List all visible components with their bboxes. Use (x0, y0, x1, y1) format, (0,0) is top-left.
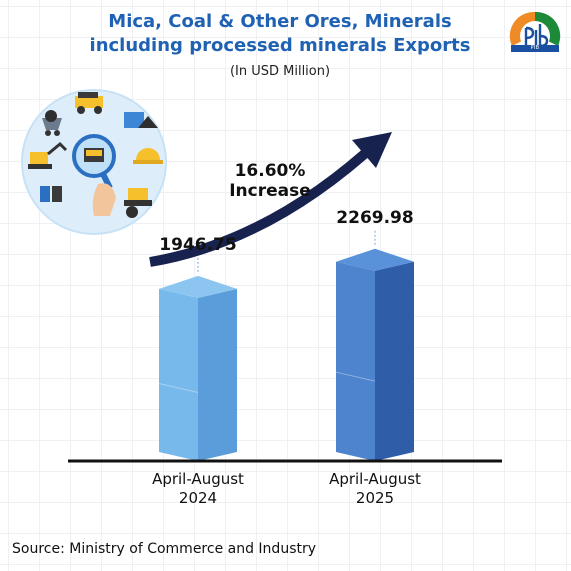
source-note: Source: Ministry of Commerce and Industr… (12, 541, 317, 557)
logo-text: PIB (511, 45, 559, 52)
increase-percent: 16.60% (235, 161, 306, 181)
bar-1-value-label: 2269.98 (336, 208, 413, 228)
pib-logo (506, 6, 564, 64)
title-line-1: Mica, Coal & Other Ores, Minerals (108, 11, 452, 32)
bar-0-value-label: 1946.75 (159, 235, 236, 255)
category-label-2024-line2: 2024 (179, 489, 217, 507)
bar-0-side-face (198, 288, 237, 461)
bars-group: 1946.75 2269.98 (158, 208, 414, 461)
bar-1-top-face (336, 248, 414, 271)
page-subtitle: (In USD Million) (229, 64, 331, 79)
growth-arrowhead (352, 132, 392, 168)
bar-1-side-face (375, 261, 414, 461)
bar-1-band (335, 371, 376, 382)
page-title: Mica, Coal & Other Ores, Minerals includ… (60, 10, 500, 58)
bar-1-front-face (336, 261, 375, 461)
bar-0-top-face (159, 275, 237, 298)
category-label-2025-line2: 2025 (356, 489, 394, 507)
title-line-2: including processed minerals Exports (89, 35, 471, 56)
bar-0-band (158, 382, 199, 393)
category-label-2024-line1: April-August (152, 470, 244, 488)
bar-0-front-face (159, 288, 198, 461)
increase-label: Increase (229, 181, 311, 201)
mining-illustration (20, 88, 168, 236)
category-label-2025-line1: April-August (329, 470, 421, 488)
growth-arrow (149, 136, 384, 267)
